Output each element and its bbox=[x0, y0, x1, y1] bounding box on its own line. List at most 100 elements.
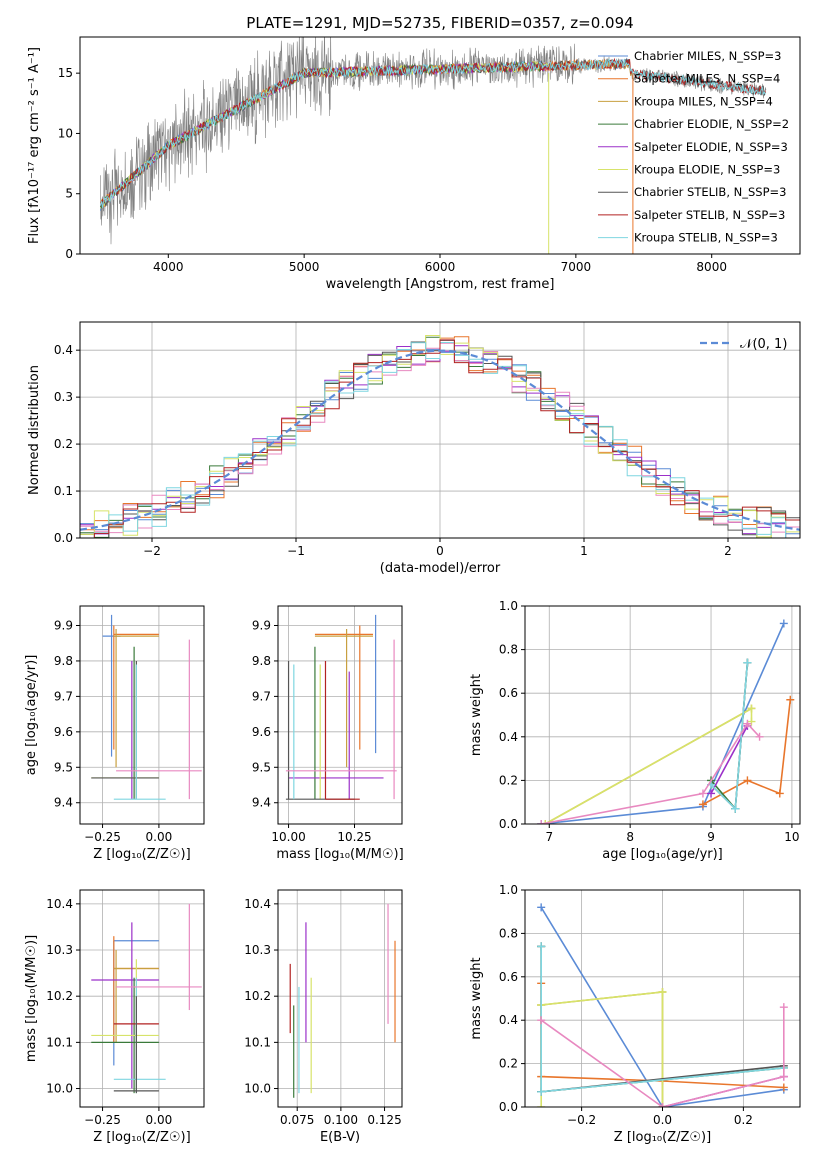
axes-frame bbox=[277, 605, 403, 825]
plus-marker bbox=[786, 695, 795, 704]
y-tick-label: 0.1 bbox=[54, 484, 73, 498]
legend-label: Kroupa MILES, N_SSP=4 bbox=[634, 94, 773, 108]
x-tick-label: 0.100 bbox=[324, 1113, 358, 1127]
y-axis-label: Normed distribution bbox=[27, 365, 42, 495]
axes-frame bbox=[277, 889, 403, 1108]
axes-frame bbox=[79, 889, 205, 1108]
plus-marker bbox=[537, 820, 546, 824]
data-point bbox=[91, 959, 159, 1094]
y-tick-label: 9.8 bbox=[54, 654, 73, 668]
y-tick-label: 9.5 bbox=[54, 760, 73, 774]
plus-marker bbox=[755, 732, 764, 741]
y-tick-label: 0.4 bbox=[499, 730, 518, 744]
x-tick-label: 10.25 bbox=[337, 830, 371, 844]
x-axis-label: (data-model)/error bbox=[380, 561, 501, 576]
y-tick-label: 9.9 bbox=[252, 618, 271, 632]
plus-marker bbox=[537, 1016, 546, 1025]
y-tick-label: 0.3 bbox=[54, 390, 73, 404]
plot-area bbox=[278, 606, 402, 824]
x-tick-label: 0.0 bbox=[653, 1113, 672, 1127]
y-tick-label: 0.2 bbox=[54, 437, 73, 451]
y-tick-label: 10.0 bbox=[46, 1082, 73, 1096]
x-axis-label: E(B-V) bbox=[320, 1130, 360, 1145]
plus-marker bbox=[747, 704, 756, 713]
legend: 𝒩(0, 1) bbox=[700, 337, 787, 352]
y-tick-label: 0.2 bbox=[499, 1057, 518, 1071]
plus-marker bbox=[743, 776, 752, 785]
y-axis-label: Flux [fλ10⁻¹⁷ erg cm⁻² s⁻¹ A⁻¹] bbox=[27, 47, 42, 244]
legend-label: Salpeter MILES, N_SSP=4 bbox=[634, 72, 780, 86]
x-axis-label: Z [log₁₀(Z/Z☉)] bbox=[93, 1130, 190, 1145]
panel-spectrum: 4000 5000 6000 7000 8000 0 5 10 15 wavelength [An… bbox=[27, 36, 801, 292]
x-tick-label: 8 bbox=[626, 830, 634, 844]
y-tick-label: 9.7 bbox=[252, 689, 271, 703]
plus-marker bbox=[541, 820, 550, 824]
y-tick-label: 9.6 bbox=[252, 725, 271, 739]
data-point bbox=[314, 625, 373, 750]
y-tick-label: 9.4 bbox=[252, 796, 271, 810]
plus-marker bbox=[537, 903, 546, 912]
y-tick-label: 1.0 bbox=[499, 599, 518, 613]
plot-area bbox=[278, 890, 402, 1107]
plot-area bbox=[80, 890, 204, 1107]
y-tick-label: 10.2 bbox=[244, 989, 271, 1003]
y-tick-label: 0.4 bbox=[499, 1013, 518, 1027]
legend-label: Kroupa STELIB, N_SSP=3 bbox=[634, 231, 778, 245]
plus-marker bbox=[537, 942, 546, 951]
data-point bbox=[116, 903, 202, 1011]
data-point bbox=[285, 639, 397, 800]
data-point bbox=[113, 629, 159, 768]
plus-marker bbox=[779, 1083, 788, 1092]
plus-marker bbox=[743, 658, 752, 667]
plus-marker bbox=[537, 1103, 546, 1107]
x-tick-label: 6000 bbox=[425, 260, 456, 274]
x-tick-label: 0 bbox=[436, 544, 444, 558]
y-tick-label: 10.1 bbox=[46, 1035, 73, 1049]
x-tick-label: 9 bbox=[707, 830, 715, 844]
panel-age_vs_Z: −0.25 0.00 9.4 9.5 9.6 9.7 9.8 9.9 Z [log₁₀(Z/Z☉… bbox=[24, 605, 205, 862]
panel-residuals: 𝒩(0, 1) −2 −1 0 1 2 0.0 0.1 0.2 0.3 0.4 (data-model… bbox=[27, 321, 801, 576]
y-tick-label: 0 bbox=[65, 247, 73, 261]
panel-mass_vs_ebv: 0.075 0.100 0.125 10.0 10.1 10.2 10.3 10.4 E(B-V… bbox=[244, 889, 403, 1145]
plus-marker bbox=[775, 789, 784, 798]
y-axis-label: mass weight bbox=[469, 957, 484, 1039]
x-tick-label: −0.2 bbox=[567, 1113, 596, 1127]
weight-series-line bbox=[540, 1007, 785, 1107]
x-tick-label: 10.00 bbox=[271, 830, 305, 844]
normal-curve bbox=[80, 349, 800, 531]
plus-marker bbox=[698, 800, 707, 809]
x-tick-label: 8000 bbox=[696, 260, 727, 274]
plot-area bbox=[80, 322, 800, 538]
y-tick-label: 0.2 bbox=[499, 773, 518, 787]
y-tick-label: 9.7 bbox=[54, 689, 73, 703]
x-tick-label: 0.00 bbox=[146, 830, 173, 844]
plot-area bbox=[80, 606, 204, 824]
model-series-line bbox=[99, 58, 766, 208]
x-tick-label: 0.00 bbox=[146, 1113, 173, 1127]
y-tick-label: 10.1 bbox=[244, 1035, 271, 1049]
plus-marker bbox=[743, 719, 752, 728]
x-axis-label: mass [log₁₀(M/M☉)] bbox=[276, 847, 403, 862]
data-point bbox=[116, 639, 202, 800]
data-point bbox=[91, 660, 159, 800]
data-point bbox=[91, 922, 159, 1089]
legend-label: 𝒩(0, 1) bbox=[740, 337, 787, 352]
x-axis-label: Z [log₁₀(Z/Z☉)] bbox=[93, 847, 190, 862]
plus-marker bbox=[779, 1003, 788, 1012]
plus-marker bbox=[779, 619, 788, 628]
y-axis-label: mass weight bbox=[469, 674, 484, 756]
data-point bbox=[288, 671, 384, 800]
axes-frame bbox=[79, 605, 205, 825]
plot-area bbox=[525, 606, 800, 824]
y-tick-label: 0.0 bbox=[499, 817, 518, 831]
x-tick-label: 0.2 bbox=[734, 1113, 753, 1127]
plus-marker bbox=[747, 717, 756, 726]
y-tick-label: 10.4 bbox=[46, 897, 73, 911]
x-tick-label: 0.075 bbox=[280, 1113, 314, 1127]
x-tick-label: 10 bbox=[784, 830, 799, 844]
panel-mass_vs_Z: −0.25 0.00 10.0 10.1 10.2 10.3 10.4 Z [log₁₀(Z/… bbox=[24, 889, 205, 1145]
legend-label: Salpeter STELIB, N_SSP=3 bbox=[634, 208, 785, 222]
x-tick-label: 4000 bbox=[153, 260, 184, 274]
weight-series-line bbox=[540, 906, 784, 1107]
